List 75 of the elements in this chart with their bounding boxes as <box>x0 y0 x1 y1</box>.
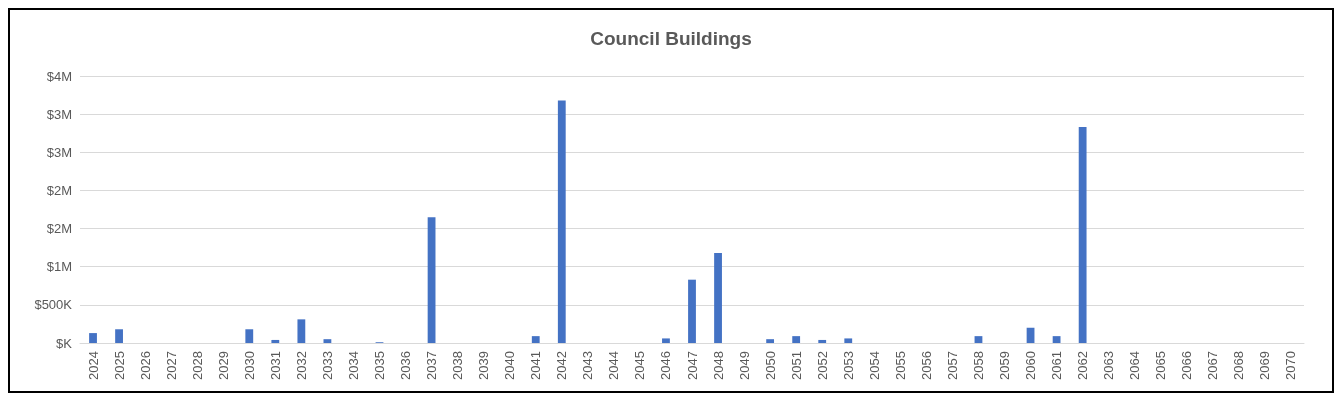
x-tick-label: 2048 <box>710 351 726 380</box>
bar <box>89 333 97 343</box>
bar <box>844 338 853 343</box>
x-tick-label: 2059 <box>997 351 1013 380</box>
bar <box>115 329 123 343</box>
bar <box>557 100 566 343</box>
bar <box>271 339 280 343</box>
x-tick-label: 2055 <box>892 351 908 380</box>
x-tick-label: 2062 <box>1075 351 1091 380</box>
x-tick-label: 2037 <box>424 351 440 380</box>
chart-title: Council Buildings <box>590 28 752 49</box>
x-tick-label: 2052 <box>814 351 830 380</box>
bar <box>531 336 540 343</box>
x-tick-label: 2041 <box>528 351 544 380</box>
y-tick-label: $K <box>56 335 73 351</box>
x-tick-label: 2039 <box>476 351 492 380</box>
x-tick-label: 2038 <box>450 351 466 380</box>
bar <box>714 252 722 343</box>
x-tick-label: 2063 <box>1101 351 1117 380</box>
x-tick-label: 2070 <box>1283 351 1299 380</box>
y-tick-label: $500K <box>34 297 73 313</box>
x-tick-label: 2031 <box>267 351 283 380</box>
y-tick-label: $3M <box>46 106 72 122</box>
x-tick-label: 2042 <box>554 351 570 380</box>
x-tick-label: 2045 <box>632 351 648 380</box>
x-tick-label: 2066 <box>1179 351 1195 380</box>
x-tick-label: 2056 <box>918 351 934 380</box>
x-tick-label: 2051 <box>788 351 804 380</box>
bar <box>297 319 306 343</box>
bar <box>688 279 696 343</box>
x-tick-label: 2049 <box>736 351 752 380</box>
x-tick-label: 2040 <box>502 351 518 380</box>
bar <box>427 217 436 343</box>
bar <box>1078 127 1087 343</box>
x-tick-label: 2043 <box>580 351 596 380</box>
x-tick-label: 2046 <box>658 351 674 380</box>
x-tick-label: 2061 <box>1049 351 1065 380</box>
y-tick-label: $4M <box>46 68 72 84</box>
x-tick-label: 2032 <box>293 351 309 380</box>
y-tick-label: $3M <box>46 144 72 160</box>
x-tick-label: 2054 <box>866 351 882 380</box>
x-tick-label: 2067 <box>1205 351 1221 380</box>
x-tick-label: 2050 <box>762 351 778 380</box>
x-tick-label: 2060 <box>1023 351 1039 380</box>
x-tick-label: 2034 <box>345 351 361 380</box>
bar <box>792 336 801 343</box>
bar <box>1052 336 1061 343</box>
x-tick-label: 2053 <box>840 351 856 380</box>
x-tick-label: 2036 <box>398 351 414 380</box>
x-tick-label: 2029 <box>215 351 231 380</box>
y-tick-label: $2M <box>46 182 72 198</box>
x-tick-label: 2064 <box>1127 351 1143 380</box>
x-tick-label: 2047 <box>684 351 700 380</box>
x-tick-label: 2057 <box>944 351 960 380</box>
bar <box>818 339 827 343</box>
x-tick-label: 2058 <box>970 351 986 380</box>
x-tick-label: 2024 <box>85 351 101 380</box>
y-tick-label: $1M <box>46 259 72 275</box>
x-tick-label: 2068 <box>1231 351 1247 380</box>
x-tick-label: 2044 <box>606 351 622 380</box>
x-tick-label: 2030 <box>241 351 257 380</box>
x-tick-label: 2069 <box>1257 351 1273 380</box>
x-tick-label: 2027 <box>163 351 179 380</box>
bar <box>323 339 332 343</box>
x-tick-label: 2028 <box>189 351 205 380</box>
x-tick-label: 2035 <box>371 351 387 380</box>
x-tick-label: 2033 <box>319 351 335 380</box>
bar <box>245 329 254 343</box>
bar <box>662 338 670 343</box>
x-tick-label: 2025 <box>111 351 127 380</box>
bar <box>766 339 775 343</box>
x-tick-label: 2026 <box>137 351 153 380</box>
bar <box>974 336 983 343</box>
y-tick-label: $2M <box>46 221 72 237</box>
x-tick-label: 2065 <box>1153 351 1169 380</box>
